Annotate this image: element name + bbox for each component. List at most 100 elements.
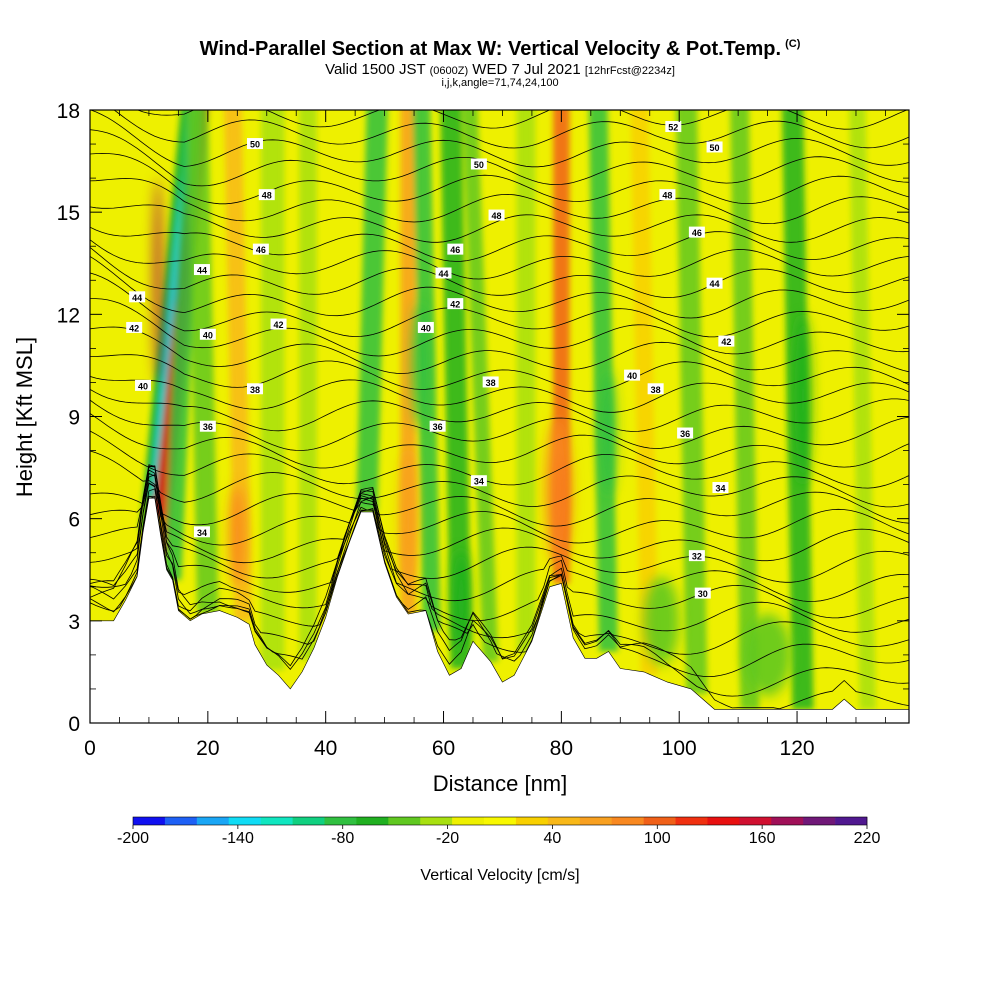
y-tick-3: 3 [68, 611, 80, 634]
colorbar-swatch-19 [739, 817, 772, 825]
svg-text:44: 44 [132, 293, 142, 303]
colorbar-tick-160: 160 [749, 830, 776, 847]
colorbar-swatch-5 [292, 817, 325, 825]
x-tick-100: 100 [662, 737, 697, 760]
isentrope-31 [136, 110, 908, 130]
contour-labels: 50 48 46 44 44 42 40 42 40 38 36 34 50 48 46 44 42 40 38 36… [126, 121, 735, 599]
forecast-info: [12hrFcst@2234z] [584, 65, 675, 77]
chart-title-text: Wind-Parallel Section at Max W: Vertical… [199, 38, 782, 60]
y-tick-15: 15 [57, 202, 80, 225]
colorbar-swatch-13 [547, 817, 581, 825]
velocity-cell-1 [545, 416, 572, 567]
svg-text:46: 46 [450, 245, 460, 255]
x-tick-120: 120 [780, 737, 815, 760]
colorbar-swatch-12 [515, 817, 549, 825]
svg-text:42: 42 [721, 337, 731, 347]
velocity-cell-8 [154, 178, 162, 383]
contour-label-30: 34 [712, 482, 729, 494]
contour-label-18: 38 [482, 376, 499, 388]
isentrope-26 [90, 178, 909, 225]
colorbar-swatch-6 [324, 817, 357, 825]
colorbar-swatch-9 [420, 817, 453, 825]
colorbar-swatch-22 [835, 817, 868, 825]
isentrope-24 [90, 226, 909, 262]
svg-text:48: 48 [662, 191, 672, 201]
svg-text:34: 34 [197, 528, 207, 538]
section-params: i,j,k,angle=71,74,24,100 [441, 77, 559, 89]
theta-contours [90, 54, 909, 710]
contour-label-5: 42 [126, 321, 143, 333]
svg-text:30: 30 [698, 589, 708, 599]
contour-label-16: 42 [447, 298, 464, 310]
x-tick-80: 80 [550, 737, 573, 760]
colorbar-swatch-10 [452, 817, 485, 825]
svg-text:46: 46 [256, 245, 266, 255]
colorbar-swatch-20 [771, 817, 804, 825]
utc-time: (0600Z) [429, 65, 469, 77]
velocity-cell-9 [643, 576, 680, 666]
svg-text:42: 42 [450, 300, 460, 310]
contour-label-26: 42 [718, 335, 735, 347]
colorbar-swatch-2 [196, 817, 230, 825]
velocity-cell-2 [399, 450, 417, 587]
contour-label-29: 36 [677, 427, 694, 439]
svg-text:44: 44 [439, 269, 449, 279]
isentrope-7 [90, 465, 909, 583]
contour-label-13: 48 [488, 209, 505, 221]
contour-label-20: 34 [470, 475, 487, 487]
isentrope-1 [90, 469, 909, 697]
colorbar-swatch-18 [707, 817, 740, 825]
velocity-streak-17 [630, 110, 659, 675]
velocity-streak-18 [675, 110, 708, 695]
colorbar-swatch-8 [388, 817, 421, 825]
svg-text:48: 48 [262, 191, 272, 201]
isentrope-14 [90, 399, 909, 451]
isentrope-20 [90, 272, 909, 338]
svg-text:36: 36 [680, 429, 690, 439]
colorbar-swatch-0 [133, 817, 166, 825]
contour-label-22: 50 [706, 141, 723, 153]
colorbar-tick--140: -140 [222, 830, 254, 847]
velocity-streak-13 [462, 110, 499, 662]
contour-label-17: 40 [417, 321, 434, 333]
isentrope-15 [90, 389, 909, 432]
isentrope-12 [90, 430, 909, 489]
contour-label-9: 38 [246, 383, 263, 395]
contour-label-12: 50 [470, 158, 487, 170]
colorbar-swatch-15 [611, 817, 644, 825]
contour-label-7: 42 [270, 318, 287, 330]
velocity-streak-16 [588, 110, 618, 652]
svg-text:44: 44 [710, 279, 720, 289]
isentrope-8 [90, 465, 909, 564]
velocity-streak-5 [186, 110, 219, 613]
colorbar-tick--20: -20 [436, 830, 459, 847]
svg-text:40: 40 [627, 371, 637, 381]
velocity-cell-5 [412, 304, 428, 427]
isentrope-33 [90, 54, 909, 92]
colorbar: -200 -140 -80 -20 40 100 160 220 [117, 816, 880, 847]
x-tick-20: 20 [196, 737, 219, 760]
velocity-streak-3 [139, 110, 188, 533]
contour-label-6: 40 [199, 328, 216, 340]
y-tick-6: 6 [68, 509, 80, 532]
svg-text:48: 48 [492, 211, 502, 221]
contour-label-28: 38 [647, 383, 664, 395]
svg-text:36: 36 [203, 422, 213, 432]
isentrope-27 [90, 152, 909, 205]
colorbar-tick--80: -80 [331, 830, 354, 847]
svg-text:40: 40 [138, 381, 148, 391]
x-tick-0: 0 [84, 737, 96, 760]
svg-text:46: 46 [692, 228, 702, 238]
contour-label-32: 30 [694, 587, 711, 599]
colorbar-label: Vertical Velocity [cm/s] [420, 867, 579, 884]
contour-label-31: 32 [688, 550, 705, 562]
svg-text:38: 38 [651, 385, 661, 395]
isentrope-21 [90, 256, 909, 319]
isentrope-32 [824, 110, 829, 111]
contour-label-2: 46 [252, 243, 269, 255]
isentrope-6 [90, 474, 909, 602]
valid-time: Valid 1500 JST [325, 61, 426, 78]
colorbar-swatch-16 [643, 817, 676, 825]
valid-date: WED 7 Jul 2021 [472, 61, 581, 78]
contour-label-3: 44 [193, 264, 210, 276]
